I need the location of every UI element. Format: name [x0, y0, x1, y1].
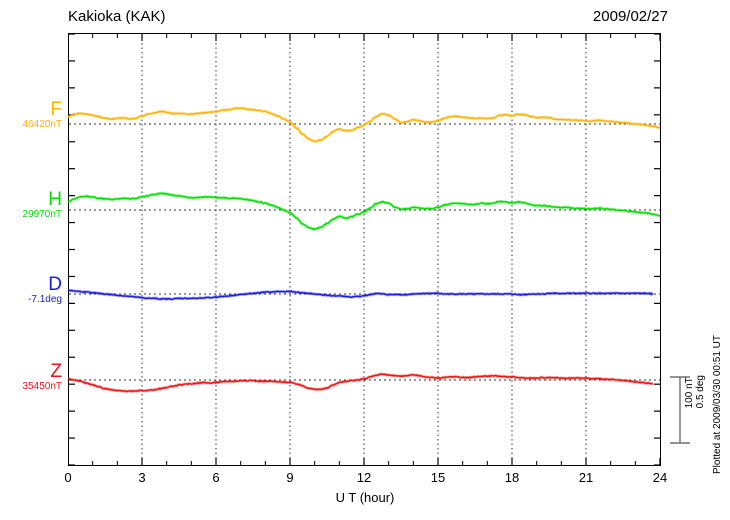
component-letter-d: D: [48, 274, 62, 295]
plot-area: [68, 33, 661, 466]
component-label-z: Z 35450nT: [0, 362, 62, 392]
x-tick-label-24: 24: [652, 470, 668, 485]
component-letter-h: H: [48, 189, 62, 210]
component-letter-f: F: [50, 99, 62, 120]
plotted-at-note: Plotted at 2009/03/30 00:51 UT: [712, 335, 723, 474]
x-tick-label-18: 18: [504, 470, 520, 485]
trace-z: [68, 373, 654, 393]
x-tick-label-0: 0: [64, 470, 72, 485]
observation-date: 2009/02/27: [592, 8, 668, 25]
x-axis-title: U T (hour): [335, 490, 395, 505]
x-tick-label-3: 3: [138, 470, 146, 485]
component-baselines: [69, 123, 660, 381]
trace-f: [68, 107, 661, 143]
component-value-z: 35450nT: [22, 381, 62, 392]
x-tick-label-9: 9: [286, 470, 294, 485]
scale-bar-label: 100 nT 0.5 deg: [684, 375, 706, 409]
component-value-h: 29970nT: [22, 209, 62, 220]
plot-frame: [68, 33, 661, 466]
x-tick-label-15: 15: [430, 470, 446, 485]
component-label-d: D -7.1deg: [0, 275, 62, 305]
component-label-h: H 29970nT: [0, 190, 62, 220]
page-title: Kakioka (KAK): [68, 8, 166, 25]
trace-h: [68, 192, 661, 231]
gridlines: [141, 34, 587, 465]
x-tick-label-6: 6: [212, 470, 220, 485]
x-axis-tick-labels: 0 3 6 9 12 15 18 21 24: [0, 470, 730, 488]
magnetogram-chart: [68, 33, 661, 466]
scale-bar: [670, 376, 690, 444]
component-value-d: -7.1deg: [28, 294, 62, 305]
component-label-f: F 46420nT: [0, 100, 62, 130]
axis-ticks: [68, 33, 661, 466]
component-value-f: 46420nT: [22, 119, 62, 130]
component-letter-z: Z: [50, 361, 62, 382]
x-tick-label-21: 21: [578, 470, 594, 485]
trace-d: [68, 289, 654, 301]
data-traces: [68, 106, 661, 394]
x-tick-label-12: 12: [356, 470, 372, 485]
